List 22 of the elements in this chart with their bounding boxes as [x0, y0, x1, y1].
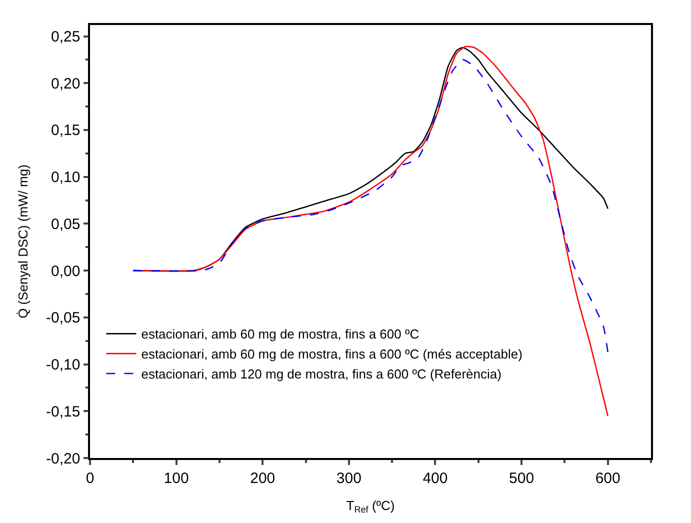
x-tick-label: 0 — [86, 470, 94, 487]
x-tick-label: 400 — [422, 470, 448, 487]
y-tick-label: -0,15 — [46, 403, 80, 420]
y-tick-label: 0,10 — [51, 169, 80, 186]
y-tick-label: 0,00 — [51, 262, 80, 280]
y-tick-label: 0,20 — [51, 75, 80, 92]
x-tick-label: 500 — [509, 470, 534, 487]
x-tick-label: 600 — [595, 470, 620, 487]
y-tick-label: 0,05 — [51, 216, 80, 233]
y-tick-label: -0,05 — [46, 310, 80, 327]
y-axis-title: Q̇ (Senyal DSC) (mW/ mg) — [15, 164, 30, 318]
y-tick-label: -0,20 — [46, 450, 80, 468]
x-tick-label: 200 — [250, 470, 276, 487]
y-tick-label: -0,10 — [46, 356, 80, 374]
x-axis-title: T$_{Ref}$ (ºC) — [346, 498, 395, 515]
x-tick-label: 300 — [336, 470, 362, 487]
y-tick-label: 0,25 — [51, 28, 80, 46]
legend-label: estacionari, amb 120 mg de mostra, fins a 600 ºC (Referència) — [141, 366, 502, 382]
legend-label: estacionari, amb 60 mg de mostra, fins a 600 ºC (més acceptable) — [141, 346, 522, 362]
y-tick-label: 0,15 — [51, 122, 80, 140]
x-tick-label: 100 — [164, 470, 189, 487]
legend-label: estacionari, amb 60 mg de mostra, fins a 600 ºC — [141, 326, 420, 342]
